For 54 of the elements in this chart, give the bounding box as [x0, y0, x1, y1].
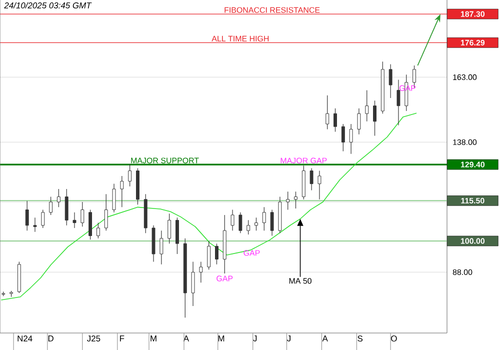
candlestick: [334, 108, 337, 132]
candlestick: [310, 168, 314, 191]
candlestick: [380, 61, 384, 114]
candlestick: [246, 220, 250, 235]
x-tick-label: M: [150, 336, 156, 342]
candlestick: [294, 191, 298, 209]
candlestick: [176, 217, 179, 254]
candlestick: [64, 188, 68, 226]
candlestick: [365, 90, 369, 122]
candlestick: [318, 170, 322, 200]
candlestick: [373, 100, 376, 136]
candlestick: [104, 194, 108, 231]
candlestick: [160, 230, 164, 265]
candlestick: [238, 212, 242, 234]
candlestick: [349, 124, 353, 154]
candlestick: [270, 209, 274, 236]
candlestick: [144, 194, 148, 234]
candlestick: [152, 225, 156, 262]
candlestick: [112, 183, 116, 213]
candlestick: [25, 200, 29, 231]
candlestick: [341, 124, 345, 152]
x-tick-label: J: [286, 336, 290, 342]
candlestick: [120, 176, 124, 208]
candlestick: [199, 261, 203, 283]
x-tick-label: F: [120, 336, 124, 342]
candlestick: [128, 164, 132, 187]
x-tick-label: A: [183, 336, 190, 342]
candlestick: [33, 217, 37, 232]
x-tick-label: A: [322, 336, 328, 342]
line-series: [0, 112, 417, 300]
candlestick: [254, 217, 258, 231]
x-tick-label: M: [218, 336, 224, 342]
candlestick: [357, 108, 361, 135]
candlestick: [396, 80, 400, 126]
candlestick: [326, 95, 330, 130]
candlestick: [80, 202, 84, 227]
candlestick: [286, 191, 290, 210]
candlestick: [230, 209, 234, 231]
x-tick-label: S: [358, 336, 363, 342]
x-tick-label: O: [391, 336, 397, 342]
candlestick: [183, 238, 187, 318]
chart-title: 24/10/2025 03:45 GMT: [4, 2, 92, 8]
x-tick-label: J: [253, 336, 257, 342]
candlestick: [262, 206, 266, 231]
candlestick: [278, 196, 282, 234]
candlestick: [222, 214, 226, 274]
candlestick: [72, 212, 76, 228]
x-tick-label: N24: [18, 336, 32, 342]
candlestick: [168, 213, 172, 244]
candlestick: [388, 64, 392, 98]
x-tick-label: J25: [86, 336, 100, 342]
candlestick: [56, 188, 60, 208]
x-tick-label: D: [48, 336, 54, 342]
candlestick: [191, 261, 195, 306]
